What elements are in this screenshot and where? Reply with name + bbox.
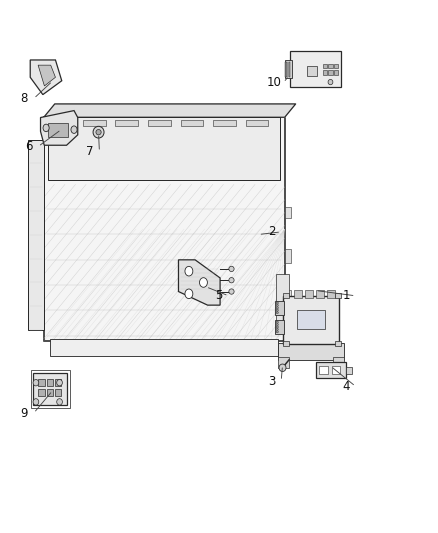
Text: 4: 4 xyxy=(342,380,350,393)
Ellipse shape xyxy=(185,266,193,276)
Polygon shape xyxy=(179,260,220,305)
Bar xyxy=(332,367,340,374)
Bar xyxy=(305,290,313,298)
Bar xyxy=(116,120,138,126)
Bar xyxy=(334,63,338,68)
Bar xyxy=(335,293,341,298)
Bar xyxy=(283,293,289,298)
Ellipse shape xyxy=(185,289,193,298)
Bar xyxy=(44,117,285,341)
Bar xyxy=(328,63,332,68)
Bar xyxy=(47,389,53,396)
Ellipse shape xyxy=(33,379,39,386)
Polygon shape xyxy=(40,111,78,145)
Text: 9: 9 xyxy=(20,407,28,419)
Bar xyxy=(50,339,278,356)
Bar xyxy=(31,370,70,408)
Ellipse shape xyxy=(279,364,286,372)
Ellipse shape xyxy=(200,278,208,287)
Bar xyxy=(83,120,106,126)
Text: 8: 8 xyxy=(21,92,28,105)
Ellipse shape xyxy=(71,126,77,133)
Ellipse shape xyxy=(276,307,279,309)
Bar xyxy=(39,389,45,396)
Ellipse shape xyxy=(229,278,234,283)
Ellipse shape xyxy=(276,302,279,304)
Bar xyxy=(283,296,339,344)
Bar xyxy=(213,120,236,126)
Ellipse shape xyxy=(276,330,279,333)
Bar xyxy=(286,62,287,77)
Text: 10: 10 xyxy=(266,76,281,89)
Bar xyxy=(290,51,341,87)
Bar xyxy=(39,378,45,386)
Text: 2: 2 xyxy=(268,225,276,238)
Bar xyxy=(148,120,171,126)
Bar xyxy=(323,70,327,75)
Polygon shape xyxy=(44,104,296,117)
Bar xyxy=(50,120,73,126)
Bar xyxy=(285,289,291,308)
Bar xyxy=(323,63,327,68)
Bar xyxy=(55,389,61,396)
Bar xyxy=(283,341,289,346)
Ellipse shape xyxy=(276,326,279,328)
Bar xyxy=(307,66,317,76)
Text: 1: 1 xyxy=(342,289,350,302)
Bar xyxy=(319,367,328,374)
Ellipse shape xyxy=(93,126,104,138)
Ellipse shape xyxy=(33,399,39,405)
Bar xyxy=(275,320,284,334)
Bar xyxy=(335,341,341,346)
Ellipse shape xyxy=(229,289,234,294)
Ellipse shape xyxy=(229,266,234,272)
Bar xyxy=(346,367,352,374)
Bar xyxy=(316,362,346,378)
Bar xyxy=(33,373,67,405)
Ellipse shape xyxy=(276,321,279,323)
Polygon shape xyxy=(38,65,56,86)
Ellipse shape xyxy=(96,130,101,135)
Polygon shape xyxy=(48,123,68,136)
Bar xyxy=(285,207,291,218)
Bar xyxy=(55,378,61,386)
Ellipse shape xyxy=(43,124,49,132)
Bar xyxy=(334,70,338,75)
Bar xyxy=(48,117,280,180)
Ellipse shape xyxy=(328,79,333,85)
Bar xyxy=(246,120,268,126)
Text: 6: 6 xyxy=(25,140,32,153)
Bar xyxy=(297,310,325,329)
Bar xyxy=(287,62,288,77)
Bar xyxy=(276,274,289,330)
Bar xyxy=(180,120,203,126)
Ellipse shape xyxy=(276,328,279,330)
Bar xyxy=(333,357,344,368)
Bar xyxy=(316,290,324,298)
Bar xyxy=(278,357,289,368)
Polygon shape xyxy=(30,60,62,95)
Bar xyxy=(328,70,332,75)
Bar xyxy=(46,184,283,338)
Bar xyxy=(289,62,290,77)
Bar xyxy=(47,378,53,386)
Text: 5: 5 xyxy=(215,289,223,302)
Bar xyxy=(275,301,284,315)
Ellipse shape xyxy=(57,399,63,405)
Ellipse shape xyxy=(276,311,279,313)
Text: 7: 7 xyxy=(86,146,94,158)
Bar xyxy=(28,140,44,330)
Bar xyxy=(285,62,286,77)
Bar xyxy=(285,249,291,263)
Bar xyxy=(327,290,335,298)
Bar xyxy=(294,290,302,298)
Text: 3: 3 xyxy=(268,375,275,387)
Bar xyxy=(278,343,344,360)
Ellipse shape xyxy=(276,304,279,306)
Ellipse shape xyxy=(57,379,63,386)
Ellipse shape xyxy=(276,324,279,326)
Bar xyxy=(285,60,292,78)
Ellipse shape xyxy=(276,309,279,311)
